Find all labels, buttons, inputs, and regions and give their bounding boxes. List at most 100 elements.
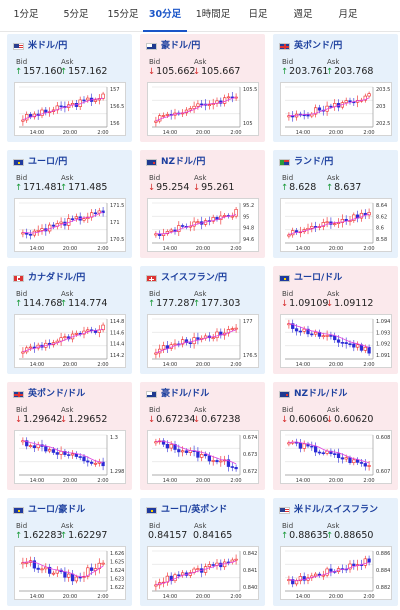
pair-name[interactable]: 米ドル/円 [28,41,68,51]
candle [215,331,219,338]
candle [82,456,86,462]
ask-label: Ask [327,522,340,530]
pair-title[interactable]: 豪ドル/ドル [146,389,264,401]
candle [367,558,371,563]
currency-card[interactable]: 米ドル/スイスフラン Bid Ask ↑0.88635 ↑0.88650 0.886 0.8… [273,498,398,606]
candle [321,574,325,577]
price-chart[interactable]: 157 156.5 156 14:00 20:00 2:00 [14,82,126,136]
pair-title[interactable]: ユーロ/ドル [279,273,397,285]
pair-title[interactable]: ランド/円 [279,157,397,169]
bid-label: Bid [149,522,161,530]
x-tick-label: 2:00 [230,594,241,600]
tab-4[interactable]: 1時間足 [195,9,231,20]
pair-name[interactable]: 米ドル/スイスフラン [294,505,379,515]
price-chart[interactable]: 0.886 0.884 0.882 14:00 20:00 2:00 [280,546,392,600]
currency-card[interactable]: スイスフラン/円 Bid Ask ↑177.287 ↑177.303 177 176.5 14… [140,266,265,374]
candle [333,223,337,225]
currency-card[interactable]: カナダドル/円 Bid Ask ↑114.768 ↑114.774 114.8 114.6 1… [7,266,132,374]
x-tick-label: 14:00 [163,362,177,368]
candle [21,562,25,565]
candle [51,572,56,575]
arrow-up-icon: ↑ [60,67,68,77]
currency-card[interactable]: ユーロ/豪ドル Bid Ask ↑1.62283 ↑1.62297 1.626 1.625 1… [7,498,132,606]
ask-value: 177.303 [201,298,241,309]
pair-name[interactable]: ユーロ/英ポンド [161,505,228,515]
price-chart[interactable]: 114.8 114.6 114.4 114.2 14:00 20:00 2:00 [14,314,126,368]
pair-name[interactable]: ランド/円 [294,157,334,167]
ask-label: Ask [61,522,74,530]
arrow-up-icon: ↑ [15,299,23,309]
currency-card[interactable]: 豪ドル/円 Bid Ask ↓105.662 ↓105.667 105.5 105 14:00… [140,34,265,142]
price-chart[interactable]: 95.2 95 94.8 94.6 14:00 20:00 2:00 [147,198,259,252]
pair-name[interactable]: カナダドル/円 [28,273,86,283]
pair-name[interactable]: ユーロ/ドル [294,273,343,283]
y-tick-label: 203 [376,104,386,110]
price-chart[interactable]: 105.5 105 14:00 20:00 2:00 [147,82,259,136]
price-chart[interactable]: 0.674 0.673 0.672 14:00 20:00 2:00 [147,430,259,484]
tab-1[interactable]: 5分足 [63,9,89,20]
pair-name[interactable]: 豪ドル/ドル [161,389,210,399]
price-chart[interactable]: 203.5 203 202.5 14:00 20:00 2:00 [280,82,392,136]
price-chart[interactable]: 8.64 8.62 8.6 8.58 14:00 20:00 2:00 [280,198,392,252]
currency-card[interactable]: ユーロ/ドル Bid Ask ↓1.09109 ↓1.09112 1.094 1.093 1.… [273,266,398,374]
ask-label: Ask [194,406,207,414]
pair-title[interactable]: 米ドル/スイスフラン [279,505,397,517]
pair-title[interactable]: NZドル/ドル [279,389,397,401]
pair-title[interactable]: 豪ドル/円 [146,41,264,53]
tab-7[interactable]: 月足 [338,9,358,20]
pair-name[interactable]: 英ポンド/ドル [28,389,86,399]
candle [230,215,234,218]
currency-card[interactable]: ランド/円 Bid Ask ↑8.628 ↑8.637 8.64 8.62 8.6 8.58 14… [273,150,398,258]
currency-card[interactable]: 豪ドル/ドル Bid Ask ↓0.67234 ↓0.67238 0.674 0.673 0.… [140,382,265,490]
y-tick-label: 157 [110,87,120,93]
candlestick-chart: 177 176.5 14:00 20:00 2:00 [152,318,257,368]
moving-average-line [155,329,237,354]
pair-name[interactable]: スイスフラン/円 [161,273,228,283]
pair-title[interactable]: ユーロ/円 [13,157,131,169]
y-tick-label: 114.6 [110,330,124,336]
candle [317,107,322,111]
candle [184,339,189,344]
currency-card[interactable]: ユーロ/英ポンド Bid Ask 0.84157 0.84165 0.842 0.841 0.… [140,498,265,606]
candle [63,571,67,578]
pair-title[interactable]: 英ポンド/円 [279,41,397,53]
price-chart[interactable]: 0.842 0.841 0.8405 14:00 20:00 2:00 [147,546,259,600]
currency-card[interactable]: NZドル/円 Bid Ask ↓95.254 ↓95.261 95.2 95 94.8 94.6… [140,150,265,258]
currency-card[interactable]: 米ドル/円 Bid Ask ↑157.160 ↑157.162 157 156.5 156 14… [7,34,132,142]
price-chart[interactable]: 0.608 0.607 14:00 20:00 2:00 [280,430,392,484]
pair-title[interactable]: カナダドル/円 [13,273,131,285]
currency-card[interactable]: 英ポンド/円 Bid Ask ↑203.761 ↑203.768 203.5 203 202.… [273,34,398,142]
candle [298,330,303,333]
candle [298,576,303,582]
pair-name[interactable]: ユーロ/豪ドル [28,505,86,515]
pair-title[interactable]: ユーロ/豪ドル [13,505,131,517]
currency-card[interactable]: 英ポンド/ドル Bid Ask ↓1.29642 ↓1.29652 1.3 1.298 14:… [7,382,132,490]
currency-card[interactable]: NZドル/ドル Bid Ask ↓0.60606 ↓0.60620 0.608 0.607 1… [273,382,398,490]
ask-value: 0.60620 [334,414,374,425]
price-chart[interactable]: 1.3 1.298 14:00 20:00 2:00 [14,430,126,484]
tab-2[interactable]: 15分足 [107,9,139,20]
price-chart[interactable]: 177 176.5 14:00 20:00 2:00 [147,314,259,368]
pair-title[interactable]: 英ポンド/ドル [13,389,131,401]
tab-0[interactable]: 1分足 [13,9,39,20]
x-tick-label: 20:00 [329,362,343,368]
bid-label: Bid [149,290,161,298]
pair-title[interactable]: NZドル/円 [146,157,264,169]
pair-title[interactable]: ユーロ/英ポンド [146,505,264,517]
pair-title[interactable]: スイスフラン/円 [146,273,264,285]
pair-title[interactable]: 米ドル/円 [13,41,131,53]
pair-name[interactable]: ユーロ/円 [28,157,68,167]
price-chart[interactable]: 1.626 1.625 1.624 1.623 1.622 14:00 20:00 2:00 [14,546,126,600]
tab-3[interactable]: 30分足 [143,0,187,32]
currency-card[interactable]: ユーロ/円 Bid Ask ↑171.481 ↑171.485 171.5 171 170.5… [7,150,132,258]
tab-5[interactable]: 日足 [248,9,268,20]
pair-name[interactable]: 英ポンド/円 [294,41,343,51]
candle [28,234,33,236]
price-chart[interactable]: 1.094 1.093 1.092 1.091 14:00 20:00 2:00 [280,314,392,368]
pair-name[interactable]: NZドル/ドル [294,389,348,399]
pair-name[interactable]: NZドル/円 [161,157,206,167]
candle [230,466,234,468]
price-chart[interactable]: 171.5 171 170.5 14:00 20:00 2:00 [14,198,126,252]
pair-name[interactable]: 豪ドル/円 [161,41,201,51]
tab-6[interactable]: 週足 [293,9,313,20]
